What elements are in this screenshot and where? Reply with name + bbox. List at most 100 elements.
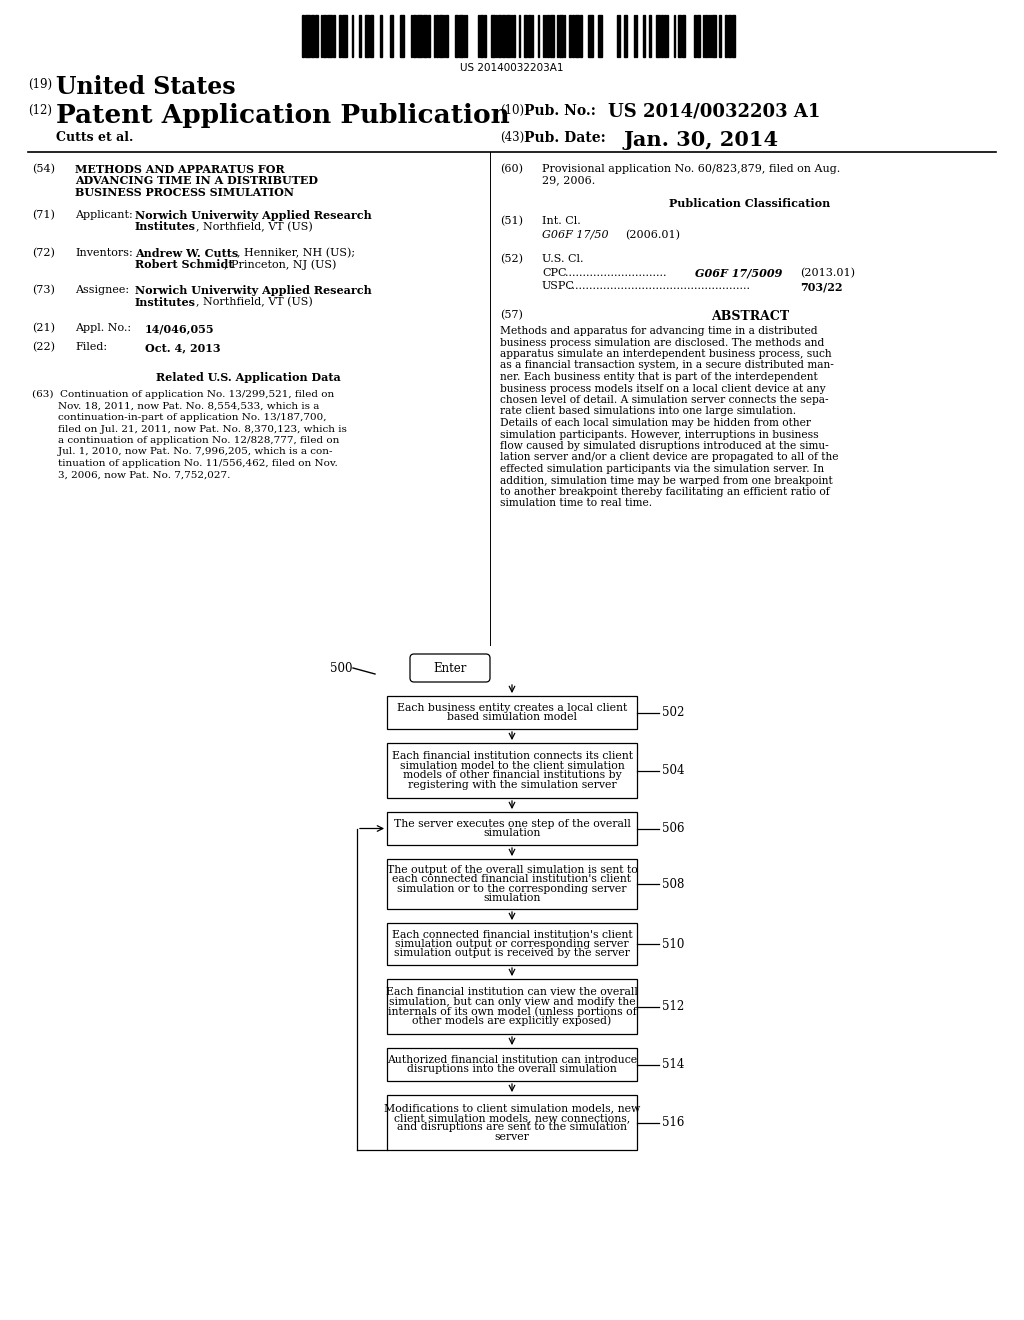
Text: 703/22: 703/22 — [800, 281, 843, 292]
Text: The server executes one step of the overall: The server executes one step of the over… — [393, 818, 631, 829]
Bar — [643, 15, 645, 57]
Text: simulation participants. However, interruptions in business: simulation participants. However, interr… — [500, 429, 818, 440]
Text: disruptions into the overall simulation: disruptions into the overall simulation — [408, 1064, 616, 1074]
Text: 3, 2006, now Pat. No. 7,752,027.: 3, 2006, now Pat. No. 7,752,027. — [32, 470, 230, 479]
Text: flow caused by simulated disruptions introduced at the simu-: flow caused by simulated disruptions int… — [500, 441, 828, 451]
Text: Related U.S. Application Data: Related U.S. Application Data — [156, 372, 340, 383]
Text: (51): (51) — [500, 216, 523, 226]
Bar — [387, 1048, 637, 1081]
Bar — [423, 15, 427, 57]
Text: simulation model to the client simulation: simulation model to the client simulatio… — [399, 760, 625, 771]
Text: tinuation of application No. 11/556,462, filed on Nov.: tinuation of application No. 11/556,462,… — [32, 459, 338, 469]
Text: Assignee:: Assignee: — [75, 285, 129, 294]
Bar — [598, 15, 602, 57]
Text: Each connected financial institution's client: Each connected financial institution's c… — [392, 929, 632, 940]
Text: (60): (60) — [500, 164, 523, 174]
Text: (52): (52) — [500, 253, 523, 264]
Bar — [455, 15, 458, 57]
Bar — [428, 15, 430, 57]
Bar — [588, 15, 593, 57]
Text: Cutts et al.: Cutts et al. — [56, 131, 133, 144]
Text: (73): (73) — [32, 285, 55, 296]
Text: (54): (54) — [32, 164, 55, 174]
Text: rate client based simulations into one large simulation.: rate client based simulations into one l… — [500, 407, 796, 417]
Bar — [417, 15, 422, 57]
Text: 29, 2006.: 29, 2006. — [542, 176, 595, 186]
Text: Enter: Enter — [433, 661, 467, 675]
Text: 516: 516 — [662, 1115, 684, 1129]
Bar — [664, 15, 666, 57]
Text: 514: 514 — [662, 1059, 684, 1071]
Bar — [327, 15, 332, 57]
Text: (22): (22) — [32, 342, 55, 352]
Bar — [436, 15, 438, 57]
Bar — [484, 15, 486, 57]
Text: to another breakpoint thereby facilitating an efficient ratio of: to another breakpoint thereby facilitati… — [500, 487, 829, 498]
Text: a continuation of application No. 12/828,777, filed on: a continuation of application No. 12/828… — [32, 436, 339, 445]
Text: server: server — [495, 1131, 529, 1142]
Text: 506: 506 — [662, 822, 684, 836]
Text: Robert Schmidt: Robert Schmidt — [135, 260, 233, 271]
Text: filed on Jul. 21, 2011, now Pat. No. 8,370,123, which is: filed on Jul. 21, 2011, now Pat. No. 8,3… — [32, 425, 347, 433]
Text: (2006.01): (2006.01) — [625, 230, 680, 240]
Text: simulation or to the corresponding server: simulation or to the corresponding serve… — [397, 884, 627, 894]
Bar — [728, 15, 731, 57]
Text: Jan. 30, 2014: Jan. 30, 2014 — [624, 129, 779, 150]
Text: Patent Application Publication: Patent Application Publication — [56, 103, 510, 128]
Bar — [387, 696, 637, 729]
Bar — [315, 15, 318, 57]
Text: , Princeton, NJ (US): , Princeton, NJ (US) — [224, 260, 336, 271]
Text: client simulation models, new connections,: client simulation models, new connection… — [394, 1113, 630, 1123]
Text: Details of each local simulation may be hidden from other: Details of each local simulation may be … — [500, 418, 811, 428]
Bar — [624, 15, 627, 57]
Text: Publication Classification: Publication Classification — [670, 198, 830, 209]
Text: USPC: USPC — [542, 281, 574, 290]
Text: ner. Each business entity that is part of the interdependent: ner. Each business entity that is part o… — [500, 372, 818, 381]
Text: Applicant:: Applicant: — [75, 210, 133, 220]
Text: Methods and apparatus for advancing time in a distributed: Methods and apparatus for advancing time… — [500, 326, 817, 337]
Bar — [705, 15, 707, 57]
Text: Pub. Date:: Pub. Date: — [524, 131, 606, 145]
Text: Provisional application No. 60/823,879, filed on Aug.: Provisional application No. 60/823,879, … — [542, 164, 841, 174]
Bar — [370, 15, 373, 57]
Bar — [572, 15, 574, 57]
Bar — [559, 15, 563, 57]
Text: 508: 508 — [662, 878, 684, 891]
Bar — [380, 15, 382, 57]
FancyBboxPatch shape — [410, 653, 490, 682]
Text: The output of the overall simulation is sent to: The output of the overall simulation is … — [387, 865, 637, 875]
Text: continuation-in-part of application No. 13/187,700,: continuation-in-part of application No. … — [32, 413, 327, 422]
Bar — [390, 15, 393, 57]
Text: U.S. Cl.: U.S. Cl. — [542, 253, 584, 264]
Bar — [400, 15, 404, 57]
Bar — [439, 15, 443, 57]
Bar — [649, 15, 651, 57]
Text: (19): (19) — [28, 78, 52, 91]
Bar — [656, 15, 660, 57]
Bar — [662, 15, 663, 57]
Bar — [498, 15, 501, 57]
Text: simulation time to real time.: simulation time to real time. — [500, 499, 652, 508]
Text: ABSTRACT: ABSTRACT — [711, 310, 790, 323]
Text: lation server and/or a client device are propagated to all of the: lation server and/or a client device are… — [500, 453, 839, 462]
Bar — [506, 15, 510, 57]
Text: (21): (21) — [32, 323, 55, 334]
Text: business process models itself on a local client device at any: business process models itself on a loca… — [500, 384, 825, 393]
Text: Modifications to client simulation models, new: Modifications to client simulation model… — [384, 1104, 640, 1113]
Text: Each business entity creates a local client: Each business entity creates a local cli… — [397, 702, 627, 713]
Text: other models are explicitly exposed): other models are explicitly exposed) — [413, 1015, 611, 1026]
Bar — [490, 15, 495, 57]
Text: BUSINESS PROCESS SIMULATION: BUSINESS PROCESS SIMULATION — [75, 187, 294, 198]
Bar — [387, 743, 637, 799]
Bar — [387, 1096, 637, 1150]
Text: 504: 504 — [662, 764, 684, 777]
Bar — [575, 15, 579, 57]
Text: Each financial institution connects its client: Each financial institution connects its … — [391, 751, 633, 762]
Text: 502: 502 — [662, 706, 684, 719]
Bar — [446, 15, 449, 57]
Text: registering with the simulation server: registering with the simulation server — [408, 780, 616, 789]
Text: Andrew W. Cutts: Andrew W. Cutts — [135, 248, 239, 259]
Text: and disruptions are sent to the simulation: and disruptions are sent to the simulati… — [397, 1122, 627, 1133]
Text: 14/046,055: 14/046,055 — [145, 323, 215, 334]
Text: effected simulation participants via the simulation server. In: effected simulation participants via the… — [500, 465, 824, 474]
